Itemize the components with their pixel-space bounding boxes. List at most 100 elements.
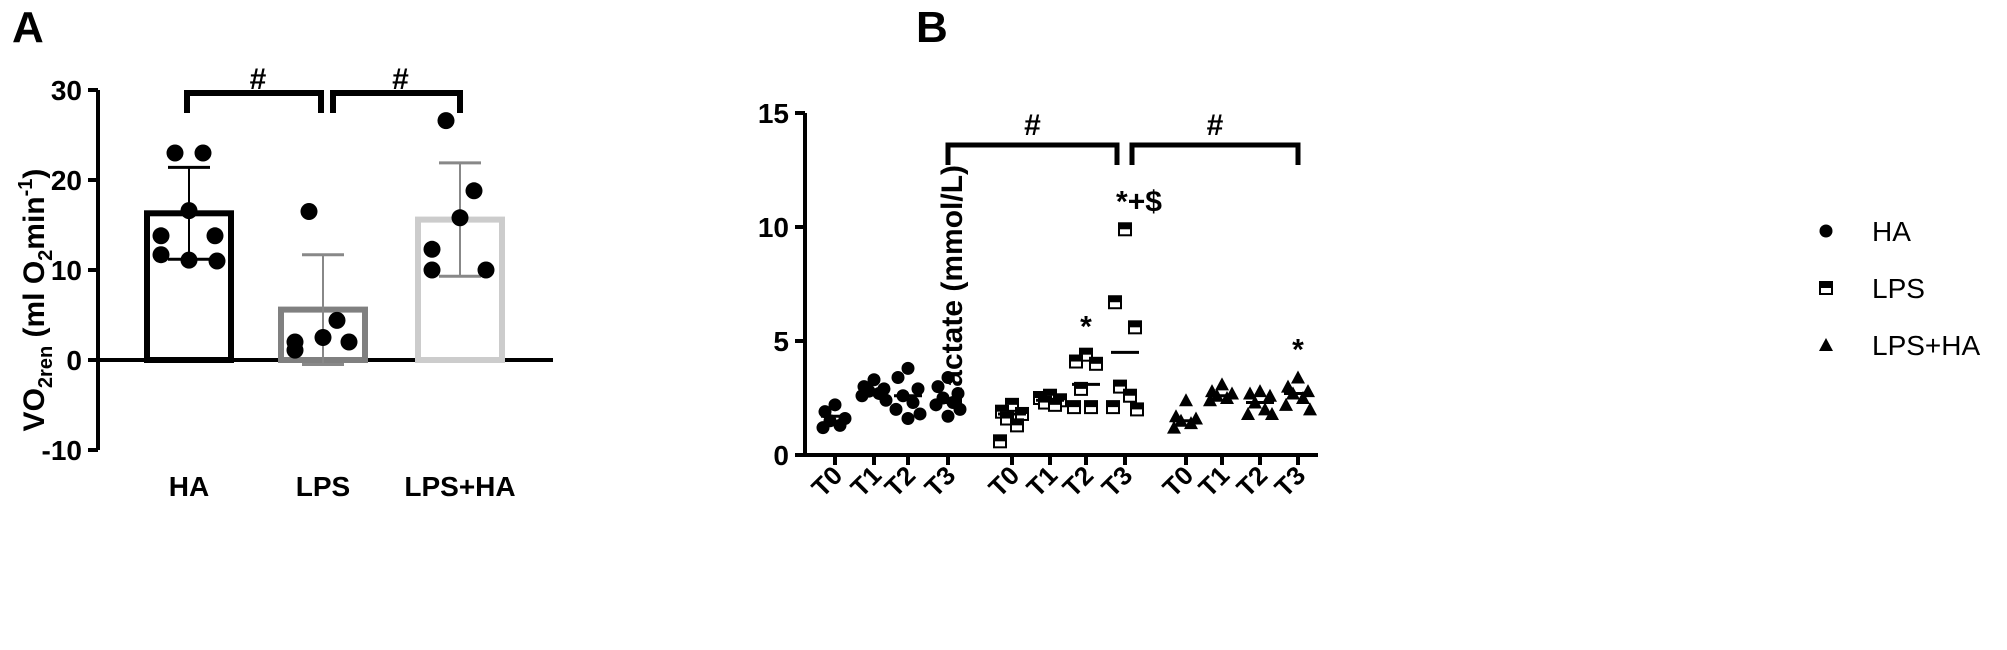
data-point <box>1118 222 1132 237</box>
significance-mark: # <box>392 63 409 96</box>
marker-fill <box>1090 357 1102 364</box>
legend-item-LPS: LPS <box>1819 273 1925 304</box>
x-tick-label: T0 <box>806 460 849 503</box>
significance-bracket <box>184 90 324 113</box>
y-label-unit-mid: min <box>18 196 51 249</box>
panel-a-significance: # # <box>184 63 463 113</box>
data-point <box>1241 406 1255 420</box>
data-point <box>152 246 170 264</box>
data-point <box>1215 377 1229 391</box>
data-point <box>931 380 945 394</box>
marker-fill <box>996 405 1008 412</box>
marker-fill <box>1070 355 1082 362</box>
y-label-unit-sup: -1 <box>15 179 37 197</box>
data-point <box>1089 356 1103 371</box>
data-point <box>1258 402 1272 416</box>
data-point <box>1279 397 1293 411</box>
data-point <box>286 341 304 359</box>
marker-fill <box>1820 282 1832 288</box>
panel-b-label: B <box>916 3 948 52</box>
significance-annotation: * <box>1080 311 1092 344</box>
y-tick-label: 10 <box>758 212 789 243</box>
data-point <box>340 333 358 351</box>
marker-fill <box>1075 382 1087 389</box>
data-point <box>1220 391 1234 404</box>
data-point <box>194 144 212 162</box>
data-point <box>941 409 955 423</box>
data-point <box>180 251 198 269</box>
panel-a-y-axis: 30 20 10 0 -10 <box>42 75 100 466</box>
marker-fill <box>1124 389 1136 396</box>
legend-item-HA: HA <box>1819 216 1911 247</box>
x-tick-label: T2 <box>1057 460 1100 503</box>
y-tick-label: 5 <box>773 326 789 357</box>
data-point <box>1084 400 1098 415</box>
marker-fill <box>1034 392 1046 398</box>
panel-a-points <box>152 112 495 359</box>
y-tick-label: 10 <box>51 255 82 286</box>
x-tick-label: T1 <box>1193 460 1236 503</box>
panel-b-y-axis-label: Lactate (mmol/L) <box>936 165 969 405</box>
data-point <box>906 396 920 410</box>
data-point <box>206 227 224 245</box>
panel-b-significance: # # <box>945 109 1301 165</box>
y-tick-label: 0 <box>773 440 789 471</box>
x-tick-label: HA <box>169 471 209 502</box>
panel-a-x-ticks: HA LPS LPS+HA <box>169 471 516 502</box>
data-point <box>889 402 903 416</box>
legend-label: HA <box>1872 216 1911 247</box>
marker-fill <box>1001 412 1013 419</box>
data-point <box>1819 224 1833 238</box>
marker-fill <box>1085 401 1097 408</box>
data-point <box>891 370 905 384</box>
data-point <box>180 202 198 220</box>
marker-fill <box>994 435 1006 442</box>
marker-fill <box>1129 321 1141 328</box>
x-tick-label: T3 <box>1096 460 1139 503</box>
y-tick-label: 20 <box>51 165 82 196</box>
marker-fill <box>1107 401 1119 408</box>
significance-bracket <box>945 142 1120 165</box>
y-label-main: VO <box>18 388 51 431</box>
data-point <box>941 370 955 384</box>
data-point <box>1069 354 1083 369</box>
data-point <box>1203 393 1217 407</box>
data-point <box>816 421 830 435</box>
panel-a-label: A <box>12 3 44 52</box>
panel-b-y-axis: 15 10 5 0 <box>758 98 1318 471</box>
data-point <box>1128 320 1142 335</box>
data-point <box>451 209 469 227</box>
x-tick-label: T3 <box>1269 460 1312 503</box>
data-point <box>328 311 346 329</box>
data-point <box>208 252 226 270</box>
data-point <box>1010 418 1024 433</box>
marker-fill <box>1016 407 1028 414</box>
marker-fill <box>1049 398 1061 405</box>
data-point <box>1265 406 1279 420</box>
data-point <box>1819 338 1833 351</box>
data-point <box>1243 386 1257 400</box>
x-tick-label: LPS <box>296 471 350 502</box>
y-label-unit-sub: 2 <box>35 250 57 261</box>
data-point <box>901 361 915 375</box>
data-point <box>1296 391 1310 404</box>
x-tick-label: LPS+HA <box>404 471 515 502</box>
y-tick-label: 0 <box>66 345 82 376</box>
data-point <box>423 261 441 279</box>
significance-mark: # <box>250 63 267 96</box>
data-point <box>1179 393 1193 407</box>
x-tick-label: T0 <box>983 460 1026 503</box>
panel-b-legend: HA LPS LPS+HA <box>1819 216 1980 361</box>
significance-bracket <box>1129 142 1301 165</box>
marker-fill <box>1114 380 1126 387</box>
data-point <box>833 418 847 432</box>
y-label-unit-open: (ml O <box>18 261 51 346</box>
marker-fill <box>1054 394 1066 401</box>
x-tick-label: T3 <box>919 460 962 503</box>
marker-fill <box>1080 348 1092 355</box>
y-label-sub: 2ren <box>35 346 57 388</box>
data-point <box>465 182 483 200</box>
